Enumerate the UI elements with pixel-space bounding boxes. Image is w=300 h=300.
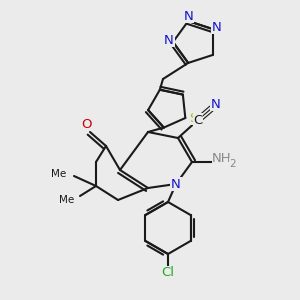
Text: S: S [189,112,197,124]
Text: NH: NH [212,152,232,166]
Text: Me: Me [59,195,74,205]
Text: N: N [171,178,181,190]
Text: Me: Me [51,169,66,179]
Text: N: N [164,34,174,46]
Text: Cl: Cl [161,266,175,280]
Text: N: N [212,21,222,34]
Text: O: O [81,118,91,130]
Text: N: N [211,98,221,110]
Text: C: C [194,113,202,127]
Text: N: N [183,10,193,22]
Text: 2: 2 [230,159,236,169]
